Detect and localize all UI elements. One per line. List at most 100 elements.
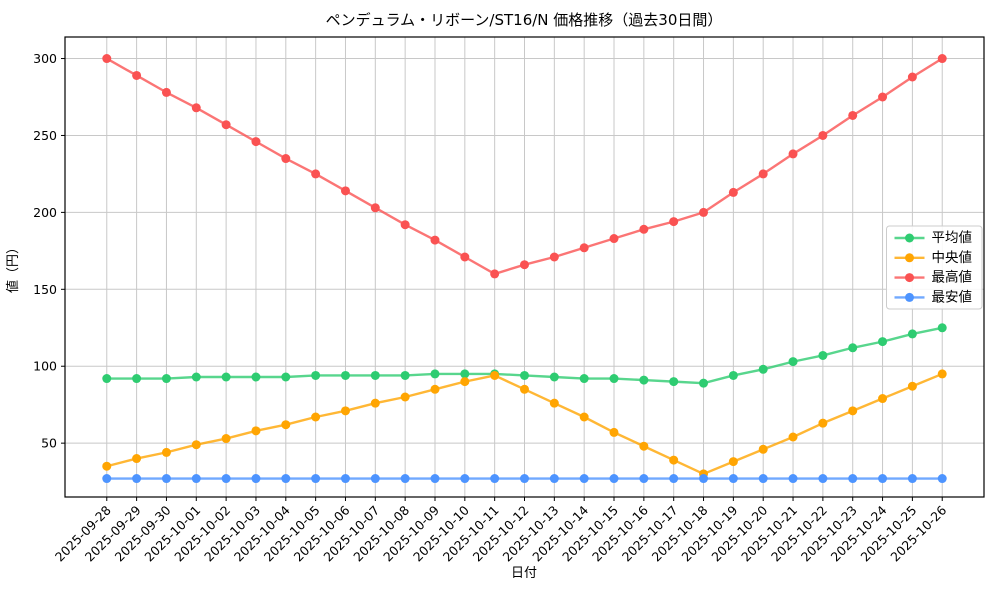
series-point-min — [370, 474, 380, 484]
series-point-average — [132, 374, 142, 384]
series-point-average — [460, 369, 470, 379]
series-point-max — [937, 54, 947, 64]
legend-item-min: 最安値 — [894, 289, 973, 305]
y-tick-label: 300 — [33, 51, 57, 66]
legend-label: 最安値 — [932, 289, 973, 305]
series-point-min — [281, 474, 291, 484]
legend-marker — [905, 233, 914, 243]
series-point-max — [728, 187, 738, 197]
series-point-average — [878, 337, 888, 347]
series-point-average — [848, 343, 858, 353]
series-point-median — [788, 432, 798, 442]
series-point-max — [699, 207, 709, 217]
series-point-max — [221, 120, 231, 130]
series-point-max — [818, 130, 828, 140]
series-point-median — [191, 440, 201, 450]
series-point-median — [878, 394, 888, 404]
y-tick-label: 250 — [33, 128, 57, 143]
series-point-max — [520, 260, 529, 270]
series-point-max — [848, 110, 858, 120]
legend-box — [886, 225, 983, 310]
series-point-average — [699, 378, 709, 388]
series-point-max — [430, 235, 440, 245]
series-point-min — [102, 474, 112, 484]
series-point-average — [191, 372, 201, 382]
series-point-max — [609, 234, 619, 244]
series-point-max — [161, 87, 171, 97]
series-point-min — [132, 474, 142, 484]
series-point-median — [400, 392, 410, 402]
series-point-median — [221, 434, 231, 444]
series-point-median — [251, 426, 261, 436]
series-point-min — [788, 474, 798, 484]
series-point-max — [669, 217, 679, 227]
series-point-median — [848, 406, 858, 416]
series-point-median — [907, 381, 917, 391]
series-point-average — [818, 350, 828, 360]
chart-title: ペンデュラム・リボーン/ST16/N 価格推移（過去30日間） — [326, 11, 723, 29]
series-point-average — [400, 370, 410, 380]
series-point-max — [132, 70, 142, 80]
series-point-min — [907, 474, 917, 484]
series-point-min — [490, 474, 500, 484]
series-point-max — [758, 169, 768, 179]
series-point-min — [460, 474, 470, 484]
series-point-min — [520, 474, 529, 484]
series-point-min — [549, 474, 559, 484]
legend-label: 最高値 — [932, 269, 973, 286]
series-point-max — [907, 72, 917, 82]
series-point-average — [669, 377, 679, 387]
series-point-max — [639, 224, 649, 234]
series-point-max — [549, 252, 559, 262]
y-tick-label: 100 — [33, 359, 57, 374]
legend-marker — [905, 253, 914, 263]
series-point-average — [758, 364, 768, 374]
y-tick-label: 200 — [33, 205, 57, 220]
series-point-median — [639, 441, 649, 451]
legend-label: 中央値 — [932, 250, 973, 266]
y-tick-label: 150 — [33, 282, 57, 297]
series-point-max — [370, 203, 380, 213]
series-point-min — [251, 474, 261, 484]
series-point-min — [728, 474, 738, 484]
series-point-min — [818, 474, 828, 484]
series-point-median — [340, 406, 350, 416]
series-point-min — [609, 474, 619, 484]
series-point-average — [161, 374, 171, 384]
series-point-min — [758, 474, 768, 484]
series-point-min — [669, 474, 679, 484]
series-point-min — [311, 474, 321, 484]
series-point-min — [161, 474, 171, 484]
series-point-average — [788, 357, 798, 367]
series-point-max — [490, 269, 500, 279]
series-point-min — [579, 474, 589, 484]
series-point-average — [430, 369, 440, 379]
legend-marker — [905, 273, 914, 283]
series-point-median — [758, 444, 768, 454]
series-point-median — [520, 384, 529, 394]
series-point-median — [370, 398, 380, 408]
series-point-min — [937, 474, 947, 484]
series-point-min — [191, 474, 201, 484]
series-point-median — [669, 455, 679, 465]
y-tick-label: 50 — [41, 436, 57, 451]
axis-layer: 501001502002503002025-09-282025-09-29202… — [33, 36, 985, 564]
series-point-min — [699, 474, 709, 484]
y-axis-title: 値（円） — [5, 241, 21, 293]
series-point-average — [609, 374, 619, 384]
series-point-median — [579, 412, 589, 422]
series-point-median — [490, 370, 500, 380]
series-point-max — [340, 186, 350, 196]
series-point-min — [430, 474, 440, 484]
series-point-median — [728, 457, 738, 467]
series-point-max — [311, 169, 321, 179]
series-point-max — [102, 54, 112, 64]
series-point-average — [251, 372, 261, 382]
series-point-average — [728, 370, 738, 380]
series-point-average — [102, 374, 112, 384]
series-point-min — [639, 474, 649, 484]
series-point-median — [430, 384, 440, 394]
series-point-max — [251, 137, 261, 147]
series-point-median — [132, 454, 142, 464]
